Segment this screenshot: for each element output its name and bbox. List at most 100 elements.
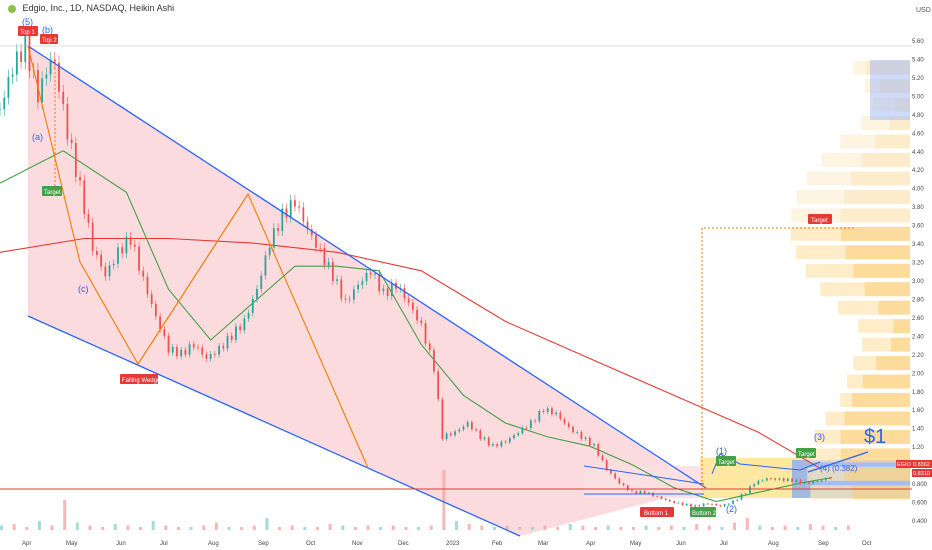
candle-body [184, 349, 187, 355]
top2-tag: Top 2 [40, 34, 58, 44]
candle-body [542, 410, 545, 413]
candle-body [0, 109, 1, 111]
candle-body [635, 491, 638, 494]
candle-body [647, 492, 650, 494]
volume-bar [151, 521, 155, 530]
candle-body [201, 347, 204, 355]
candle-body [698, 505, 701, 507]
candle-body [218, 346, 220, 355]
volume-bar [619, 527, 623, 530]
profile-bar-secondary [807, 466, 845, 481]
candle-body [479, 430, 482, 440]
candle-body [382, 288, 385, 292]
candle-body [639, 491, 642, 494]
x-tick-label: Aug [768, 541, 779, 547]
profile-bar [878, 300, 910, 315]
candle-body [829, 478, 831, 479]
volume-bar [315, 527, 319, 530]
candle-body [11, 74, 14, 77]
candle-body [390, 282, 393, 296]
candle-body [706, 503, 709, 505]
wave-2-label: (2) [726, 504, 737, 514]
target-left-tag: Target [42, 186, 62, 196]
candle-body [264, 255, 267, 276]
wave-4-label: (4) (0.382) [820, 464, 858, 473]
candle-body [761, 480, 764, 482]
candle-body [740, 494, 743, 500]
candle-body [49, 59, 52, 75]
profile-bar-secondary [810, 485, 853, 500]
volume-bar [556, 527, 560, 530]
target-right-tag: Target [808, 214, 832, 224]
candle-body [192, 344, 195, 348]
candle-body [411, 302, 414, 310]
wave-1-label: (1) [716, 446, 727, 456]
candle-body [445, 433, 448, 440]
candle-body [664, 498, 667, 500]
time-axis[interactable]: Apr May Jun Jul Aug Sep Oct Nov Dec 2023 Feb Mar Apr… [22, 541, 872, 547]
candle-body [369, 272, 372, 275]
profile-bar-secondary [821, 153, 862, 167]
candle-body [820, 480, 823, 482]
candle-body [121, 247, 124, 254]
candle-body [546, 408, 549, 413]
candle-body [281, 208, 284, 232]
profile-bar [844, 466, 910, 481]
volume-bar [846, 525, 850, 530]
candle-body [104, 266, 107, 277]
volume-bar [101, 527, 105, 530]
candle-body [344, 298, 347, 300]
y-tick-label: 5.60 [912, 39, 924, 45]
volume-bar [341, 525, 345, 530]
candle-body [205, 354, 208, 359]
y-tick-label: 3.60 [912, 224, 924, 230]
volume-bar [518, 527, 522, 530]
volume-bar [530, 527, 534, 530]
candle-body [323, 247, 326, 266]
target-left-label: Target [44, 190, 61, 196]
profile-bar-secondary [858, 319, 894, 334]
volume-bar [303, 527, 307, 530]
candle-body [529, 420, 532, 429]
dollar-target-label: $1 [864, 426, 886, 448]
y-tick-label: 1.40 [912, 427, 924, 433]
candle-body [521, 427, 524, 434]
profile-bar-secondary [840, 134, 875, 149]
y-tick-label: 4.20 [912, 168, 924, 174]
x-tick-label: Feb [492, 541, 503, 547]
candle-body [559, 412, 562, 419]
candle-body [7, 76, 10, 98]
candle-body [622, 483, 625, 486]
volume-bar [505, 525, 509, 530]
candle-body [117, 247, 119, 264]
y-tick-label: 4.80 [912, 113, 924, 119]
candle-body [150, 294, 153, 305]
candle-body [260, 275, 263, 289]
candle-body [774, 478, 777, 480]
candle-body [753, 484, 756, 487]
x-tick-label: Dec [398, 541, 409, 547]
candle-body [222, 346, 225, 349]
volume-bar [75, 522, 79, 530]
price-axis[interactable]: 5.60 5.40 5.20 5.00 4.80 4.60 4.40 4.20 4.00 3.80… [912, 39, 928, 525]
profile-bar-secondary [838, 300, 879, 315]
y-tick-label: 4.60 [912, 131, 924, 137]
falling-wedge-label: Falling Wedge [122, 378, 161, 384]
candle-body [513, 435, 515, 439]
wave-3-label: (3) [814, 432, 825, 442]
candle-body [361, 281, 364, 285]
target-dotted-line [701, 227, 856, 490]
profile-bar-secondary [825, 411, 845, 426]
volume-profile [790, 60, 910, 500]
profile-bar-secondary [820, 282, 865, 297]
volume-bar [164, 525, 168, 530]
candle-body [20, 51, 22, 63]
candle-body [551, 408, 553, 415]
candle-body [66, 103, 69, 140]
candle-body [226, 335, 229, 349]
volume-bar [50, 525, 54, 530]
candle-body [100, 254, 103, 267]
candle-body [289, 200, 292, 218]
profile-bar-secondary [853, 60, 866, 75]
